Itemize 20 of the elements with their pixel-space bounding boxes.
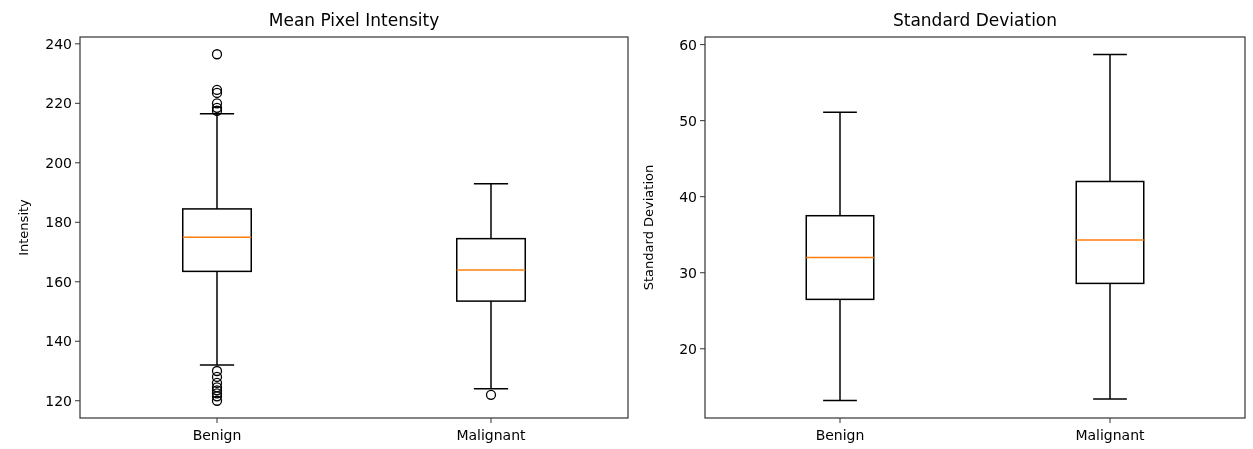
y-axis-title: Intensity — [16, 198, 31, 256]
y-tick-label: 240 — [45, 35, 72, 52]
y-tick-label: 40 — [679, 188, 697, 205]
x-tick-label: Malignant — [456, 427, 527, 443]
y-tick-label: 140 — [45, 333, 72, 350]
y-tick-label: 180 — [45, 214, 72, 231]
y-tick-label: 20 — [679, 340, 697, 357]
chart-title: Mean Pixel Intensity — [268, 10, 440, 30]
x-tick-label: Benign — [815, 427, 865, 443]
y-tick-label: 200 — [45, 154, 72, 171]
y-tick-label: 60 — [679, 36, 697, 53]
y-tick-label: 50 — [679, 112, 697, 129]
x-tick-label: Malignant — [1075, 427, 1146, 443]
y-axis-title: Standard Deviation — [641, 164, 656, 291]
y-tick-label: 220 — [45, 95, 72, 112]
x-tick-label: Benign — [192, 427, 242, 443]
y-tick-label: 160 — [45, 273, 72, 290]
chart-title: Standard Deviation — [892, 10, 1058, 30]
y-tick-label: 30 — [679, 264, 697, 281]
y-tick-label: 120 — [45, 392, 72, 409]
